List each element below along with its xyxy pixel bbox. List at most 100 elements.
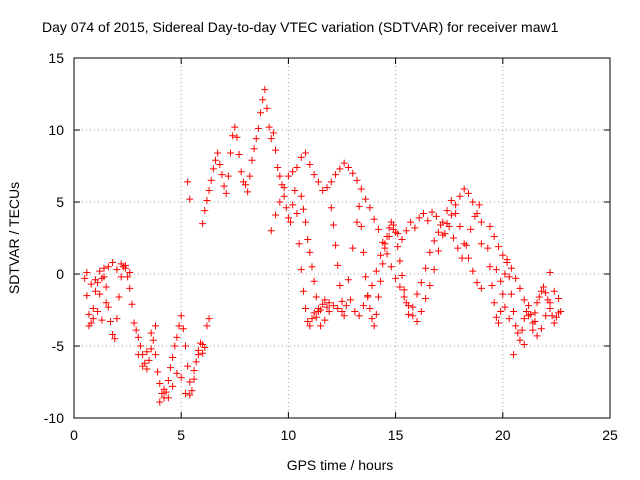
data-point — [158, 390, 166, 398]
data-point — [518, 326, 526, 334]
data-point — [355, 312, 363, 320]
data-point — [342, 302, 350, 310]
data-point — [94, 307, 102, 315]
x-tick-label: 0 — [70, 427, 78, 443]
data-point — [325, 299, 333, 307]
data-point — [430, 266, 438, 274]
data-point — [85, 310, 93, 318]
data-point — [413, 318, 421, 326]
data-point — [237, 168, 245, 176]
data-point — [449, 234, 457, 242]
data-point — [272, 146, 280, 154]
data-point — [104, 303, 112, 311]
data-point — [445, 222, 453, 230]
data-point — [505, 273, 513, 281]
data-point — [269, 129, 277, 137]
data-point — [550, 287, 558, 295]
data-point — [419, 210, 427, 218]
data-point — [353, 176, 361, 184]
data-point — [469, 267, 477, 275]
data-point — [443, 207, 451, 215]
data-point — [368, 282, 376, 290]
data-point — [464, 189, 472, 197]
data-point — [460, 240, 468, 248]
data-point — [495, 243, 503, 251]
series-track-c — [184, 86, 333, 330]
data-point — [432, 212, 440, 220]
data-point — [209, 165, 217, 173]
data-point — [520, 296, 528, 304]
data-point — [332, 241, 340, 249]
data-point — [552, 313, 560, 321]
data-point — [188, 387, 196, 395]
data-point — [139, 362, 147, 370]
data-point — [411, 224, 419, 232]
data-point — [520, 341, 528, 349]
data-point — [505, 315, 513, 323]
data-point — [355, 202, 363, 210]
data-point — [383, 250, 391, 258]
data-point — [173, 369, 181, 377]
data-point — [259, 96, 267, 104]
data-point — [126, 284, 134, 292]
data-point — [205, 186, 213, 194]
data-point — [372, 310, 380, 318]
data-point — [171, 342, 179, 350]
data-point — [166, 364, 174, 372]
data-point — [550, 319, 558, 327]
data-point — [164, 377, 172, 385]
x-tick-label: 25 — [602, 427, 618, 443]
data-point — [201, 343, 209, 351]
data-point — [417, 279, 425, 287]
data-point — [542, 289, 550, 297]
data-point — [402, 299, 410, 307]
data-point — [398, 271, 406, 279]
data-point — [136, 342, 144, 350]
data-point — [546, 269, 554, 277]
x-axis-label: GPS time / hours — [287, 457, 394, 473]
data-point — [302, 218, 310, 226]
data-point — [385, 224, 393, 232]
data-point — [173, 333, 181, 341]
data-point — [280, 184, 288, 192]
series-track-b — [83, 258, 207, 406]
data-point — [490, 299, 498, 307]
data-point — [340, 312, 348, 320]
data-point — [190, 366, 198, 374]
data-point — [89, 305, 97, 313]
data-point — [321, 296, 329, 304]
data-point — [439, 218, 447, 226]
data-point — [295, 240, 303, 248]
series-track-f — [327, 197, 485, 330]
data-point — [212, 156, 220, 164]
data-point — [184, 178, 192, 186]
data-point — [366, 305, 374, 313]
data-point — [299, 205, 307, 213]
data-point — [151, 351, 159, 359]
data-point — [233, 133, 241, 141]
data-point — [242, 181, 250, 189]
data-point — [434, 228, 442, 236]
data-point — [218, 171, 226, 179]
data-point — [203, 197, 211, 205]
data-point — [497, 277, 505, 285]
y-tick-label: 0 — [56, 266, 64, 282]
data-point — [510, 307, 518, 315]
data-point — [507, 264, 515, 272]
chart-title: Day 074 of 2015, Sidereal Day-to-day VTE… — [42, 19, 559, 35]
data-point — [364, 292, 372, 300]
data-point — [400, 286, 408, 294]
y-axis-label: SDTVAR / TECUs — [6, 182, 22, 294]
data-point — [321, 316, 329, 324]
data-point — [347, 296, 355, 304]
data-point — [415, 214, 423, 222]
data-point — [329, 221, 337, 229]
y-tick-label: -10 — [44, 410, 64, 426]
data-point — [338, 297, 346, 305]
data-point — [555, 294, 563, 302]
data-point — [304, 318, 312, 326]
data-point — [366, 204, 374, 212]
plot-frame — [73, 57, 611, 419]
data-point — [184, 362, 192, 370]
data-point — [323, 303, 331, 311]
